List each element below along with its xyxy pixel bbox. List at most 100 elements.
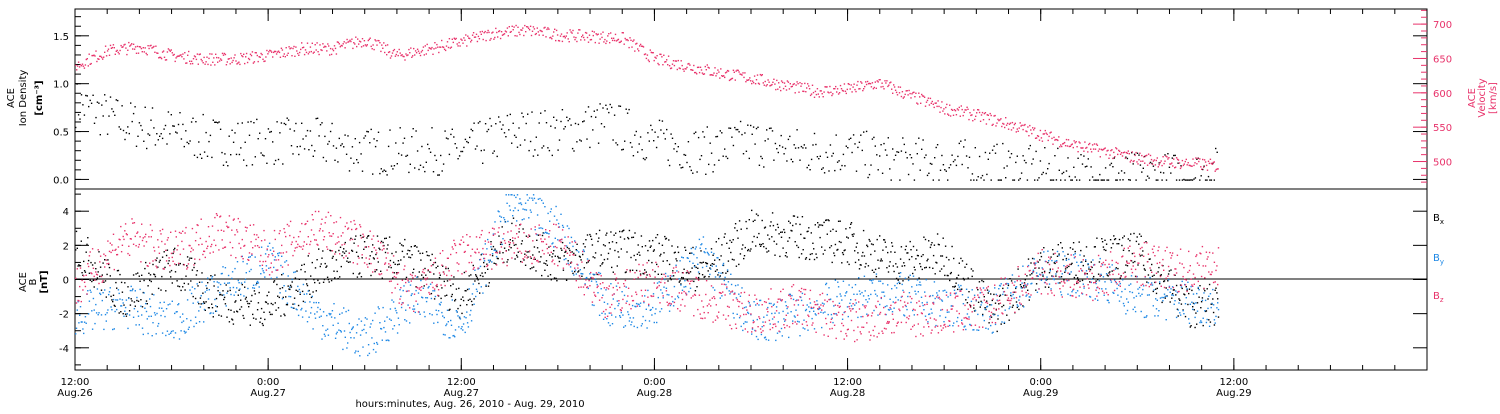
data-point xyxy=(726,288,727,289)
data-point xyxy=(789,136,790,137)
data-point xyxy=(1119,239,1120,240)
data-point xyxy=(148,273,149,274)
data-point xyxy=(117,50,118,51)
data-point xyxy=(1070,146,1071,147)
data-point xyxy=(472,304,473,305)
data-point xyxy=(1163,163,1164,164)
data-point xyxy=(602,32,603,33)
data-point xyxy=(833,305,834,306)
data-point xyxy=(881,292,882,293)
data-point xyxy=(702,131,703,132)
data-point xyxy=(478,36,479,37)
data-point xyxy=(978,109,979,110)
data-point xyxy=(1214,179,1215,180)
data-point xyxy=(1002,288,1003,289)
data-point xyxy=(358,162,359,163)
data-point xyxy=(637,327,638,328)
data-point xyxy=(854,304,855,305)
data-point xyxy=(883,88,884,89)
data-point xyxy=(123,302,124,303)
data-point xyxy=(621,149,622,150)
data-point xyxy=(1093,276,1094,277)
data-point xyxy=(605,289,606,290)
data-point xyxy=(1152,164,1153,165)
data-point xyxy=(236,287,237,288)
data-point xyxy=(1083,255,1084,256)
data-point xyxy=(792,161,793,162)
data-point xyxy=(1054,155,1055,156)
data-point xyxy=(360,41,361,42)
data-point xyxy=(350,337,351,338)
data-point xyxy=(1080,262,1081,263)
data-point xyxy=(442,170,443,171)
data-point xyxy=(1194,327,1195,328)
data-point xyxy=(546,260,547,261)
data-point xyxy=(727,269,728,270)
data-point xyxy=(882,173,883,174)
data-point xyxy=(405,156,406,157)
data-point xyxy=(880,144,881,145)
data-point xyxy=(1181,286,1182,287)
data-point xyxy=(356,332,357,333)
data-point xyxy=(475,148,476,149)
data-point xyxy=(742,72,743,73)
data-point xyxy=(1017,268,1018,269)
data-point xyxy=(293,46,294,47)
data-point xyxy=(505,136,506,137)
data-point xyxy=(372,173,373,174)
data-point xyxy=(628,238,629,239)
data-point xyxy=(907,90,908,91)
data-point xyxy=(1138,159,1139,160)
data-point xyxy=(648,305,649,306)
data-point xyxy=(347,342,348,343)
data-point xyxy=(1167,153,1168,154)
data-point xyxy=(807,167,808,168)
data-point xyxy=(340,330,341,331)
data-point xyxy=(730,252,731,253)
data-point xyxy=(902,265,903,266)
data-point xyxy=(1086,166,1087,167)
data-point xyxy=(1002,294,1003,295)
data-point xyxy=(471,40,472,41)
data-point xyxy=(859,268,860,269)
data-point xyxy=(864,276,865,277)
data-point xyxy=(1214,324,1215,325)
data-point xyxy=(661,56,662,57)
data-point xyxy=(110,296,111,297)
data-point xyxy=(907,296,908,297)
data-point xyxy=(489,118,490,119)
data-point xyxy=(1127,158,1128,159)
data-point xyxy=(1160,172,1161,173)
data-point xyxy=(167,51,168,52)
data-point xyxy=(223,299,224,300)
data-point xyxy=(360,153,361,154)
data-point xyxy=(320,309,321,310)
data-point xyxy=(988,115,989,116)
data-point xyxy=(114,47,115,48)
data-point xyxy=(1059,146,1060,147)
data-point xyxy=(746,321,747,322)
data-point xyxy=(745,306,746,307)
data-point xyxy=(861,82,862,83)
data-point xyxy=(889,168,890,169)
data-point xyxy=(365,317,366,318)
data-point xyxy=(1197,302,1198,303)
data-point xyxy=(1045,286,1046,287)
data-point xyxy=(1011,295,1012,296)
data-point xyxy=(1175,294,1176,295)
data-point xyxy=(276,121,277,122)
data-point xyxy=(746,228,747,229)
data-point xyxy=(126,299,127,300)
data-point xyxy=(931,244,932,245)
data-point xyxy=(817,222,818,223)
data-point xyxy=(1033,158,1034,159)
data-point xyxy=(471,129,472,130)
data-point xyxy=(1133,262,1134,263)
data-point xyxy=(814,133,815,134)
data-point xyxy=(897,94,898,95)
data-point xyxy=(368,131,369,132)
data-point xyxy=(550,211,551,212)
data-point xyxy=(1012,179,1013,180)
data-point xyxy=(1108,158,1109,159)
data-point xyxy=(863,131,864,132)
